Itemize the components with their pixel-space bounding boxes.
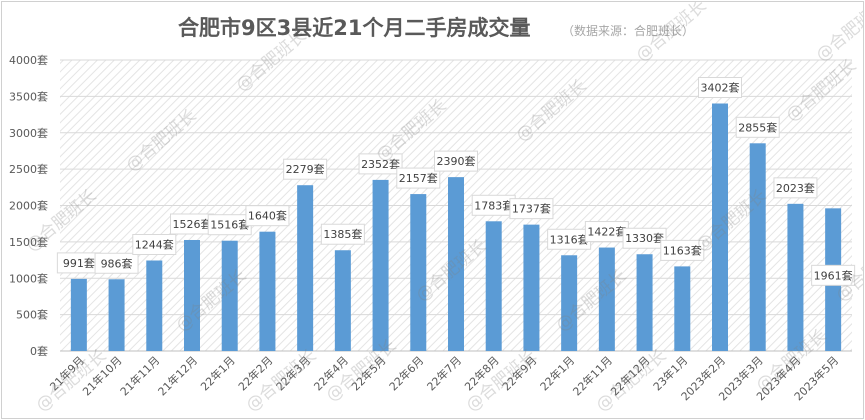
bar <box>787 203 804 351</box>
y-tick-label: 1500套 <box>9 236 48 249</box>
y-tick-label: 500套 <box>16 309 48 322</box>
y-tick-label: 1000套 <box>9 272 48 285</box>
svg-text:2279套: 2279套 <box>286 163 325 176</box>
svg-text:1783套: 1783套 <box>474 199 513 212</box>
svg-text:2855套: 2855套 <box>738 121 777 134</box>
svg-text:2157套: 2157套 <box>399 172 438 185</box>
data-label: 1385套 <box>320 223 365 245</box>
bar <box>334 250 351 351</box>
svg-text:1163套: 1163套 <box>663 244 702 257</box>
bar <box>523 224 540 351</box>
x-tick-label: 21年12月 <box>155 353 200 398</box>
bar <box>297 185 314 351</box>
data-label: 2390套 <box>434 150 478 172</box>
bar <box>749 143 766 351</box>
svg-text:1640套: 1640套 <box>248 210 287 223</box>
bar <box>221 240 238 351</box>
data-label: 2279套 <box>283 158 328 180</box>
data-label: 986套 <box>94 252 139 274</box>
svg-text:1385套: 1385套 <box>323 228 362 241</box>
svg-text:2352套: 2352套 <box>361 158 400 171</box>
bar <box>636 254 653 351</box>
svg-text:1330套: 1330套 <box>625 232 664 245</box>
svg-text:1526套: 1526套 <box>173 218 212 231</box>
bar <box>561 255 578 351</box>
y-tick-label: 2000套 <box>9 200 48 213</box>
y-tick-label: 3000套 <box>9 127 48 140</box>
svg-text:1516套: 1516套 <box>210 219 249 232</box>
bar <box>674 266 691 351</box>
bar <box>410 194 427 351</box>
bar <box>598 247 615 351</box>
svg-text:991套: 991套 <box>63 257 95 270</box>
bar <box>259 231 276 351</box>
x-tick-label: 22年6月 <box>386 353 426 393</box>
x-tick-label: 21年11月 <box>117 353 162 398</box>
data-label: 1422套 <box>584 221 629 243</box>
data-label: 1244套 <box>132 233 177 255</box>
data-label: 1737套 <box>509 198 554 220</box>
data-label: 1316套 <box>547 228 592 250</box>
bar <box>70 278 87 351</box>
data-label: 1961套 <box>811 264 856 286</box>
svg-text:2390套: 2390套 <box>437 155 476 168</box>
y-tick-label: 3500套 <box>9 90 48 103</box>
svg-text:1316套: 1316套 <box>550 233 589 246</box>
svg-text:2023套: 2023套 <box>776 182 815 195</box>
x-tick-label: 22年7月 <box>424 353 464 393</box>
data-label: 2023套 <box>773 177 818 199</box>
x-axis-tick-labels: 21年9月21年10月21年11月21年12月22年1月22年2月22年3月22… <box>47 353 842 403</box>
bar <box>485 221 502 351</box>
y-axis-tick-labels: 0套 500套 1000套 1500套 2000套 2500套 3000套 3500套 4000… <box>9 54 48 358</box>
data-label: 1526套 <box>170 213 214 235</box>
svg-text:1422套: 1422套 <box>587 226 626 239</box>
data-label: 1163套 <box>660 239 705 261</box>
svg-text:3402套: 3402套 <box>701 82 740 95</box>
bar <box>108 279 125 351</box>
svg-text:1961套: 1961套 <box>814 269 853 282</box>
x-tick-label: 22年1月 <box>198 353 238 393</box>
y-tick-label: 0套 <box>30 345 48 358</box>
data-label: 991套 <box>56 252 101 274</box>
bar <box>146 260 163 351</box>
data-label: 2157套 <box>396 167 441 189</box>
watermark-text: @合肥班长 <box>812 2 863 66</box>
bar <box>184 239 200 351</box>
svg-text:1244套: 1244套 <box>135 238 174 251</box>
svg-text:1737套: 1737套 <box>512 203 551 216</box>
data-label: 1516套 <box>207 214 252 236</box>
data-label: 1640套 <box>245 205 290 227</box>
data-label: 3402套 <box>698 77 742 99</box>
svg-text:986套: 986套 <box>101 257 133 270</box>
bar <box>372 179 389 351</box>
bars <box>70 103 842 351</box>
data-label: 1330套 <box>622 227 667 249</box>
bar <box>448 177 464 351</box>
data-label: 2352套 <box>358 153 403 175</box>
chart-title: 合肥市9区3县近21个月二手房成交量 <box>178 16 530 40</box>
y-tick-label: 2500套 <box>9 163 48 176</box>
bar <box>712 103 728 351</box>
chart-subtitle: （数据来源：合肥班长） <box>562 23 694 38</box>
data-label: 1783套 <box>471 194 516 216</box>
data-label: 2855套 <box>735 116 780 138</box>
y-tick-label: 4000套 <box>9 54 48 67</box>
